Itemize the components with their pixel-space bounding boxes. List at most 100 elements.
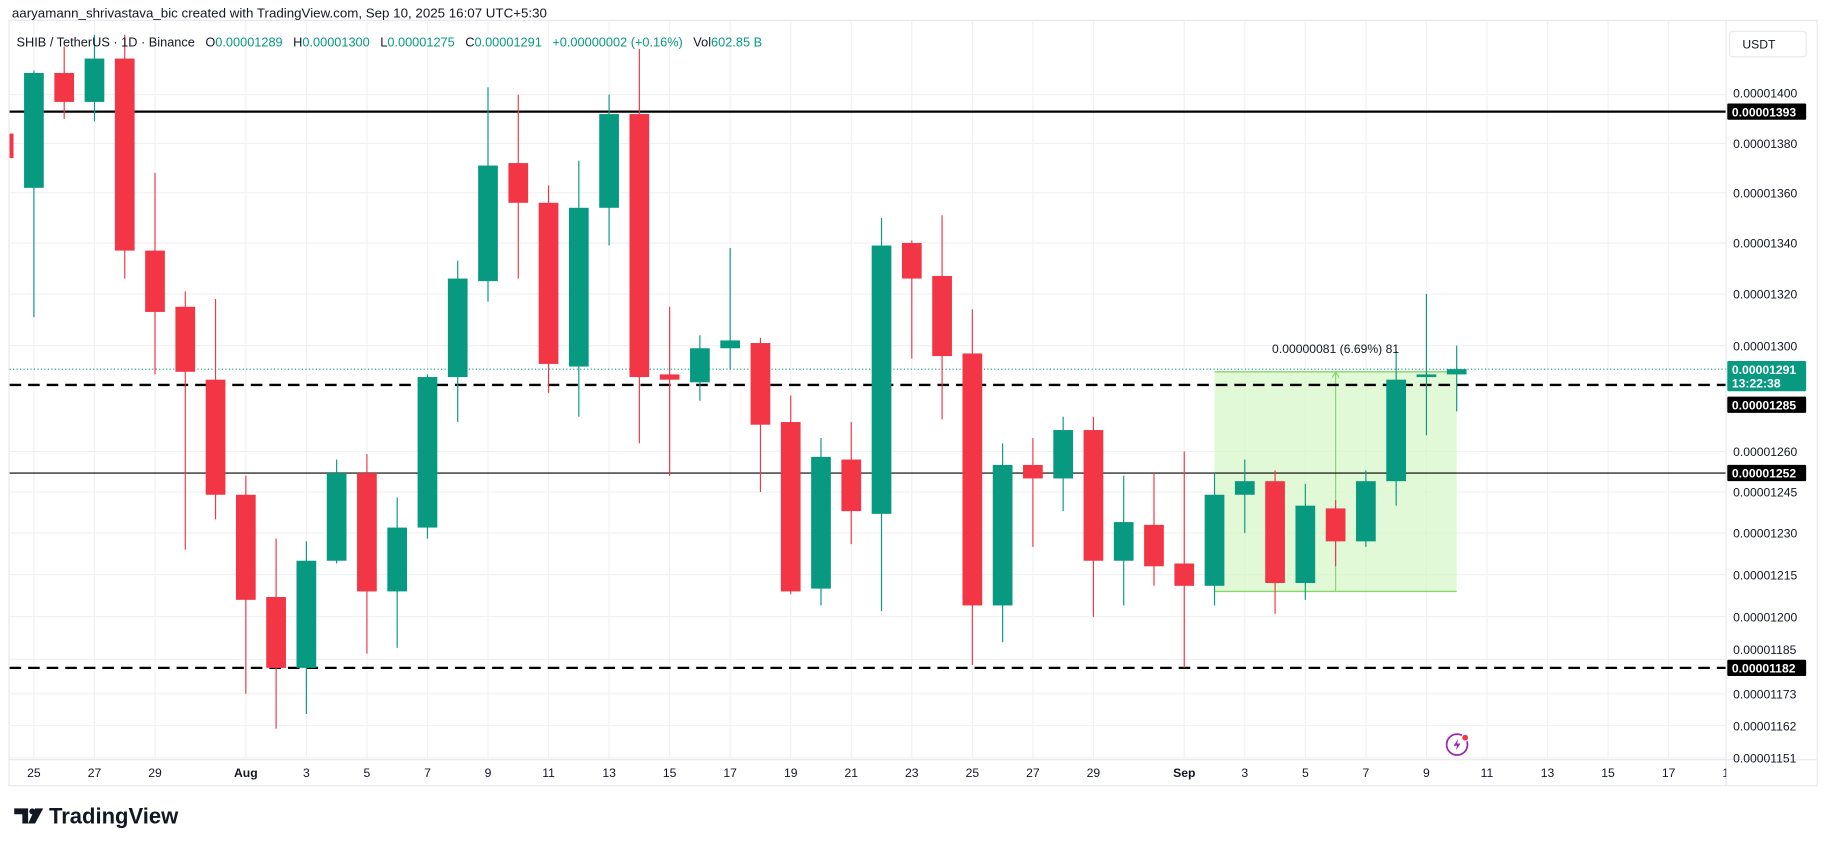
candle-body (508, 163, 529, 203)
candle-body (266, 597, 286, 668)
price-tick-label: 0.00001245 (1733, 486, 1797, 500)
candle (1416, 293, 1437, 436)
date-tick-label: 17 (1662, 766, 1676, 780)
candle (205, 299, 226, 520)
candle (992, 443, 1013, 643)
date-tick-label: 27 (88, 766, 102, 780)
price-tick-label: 0.00001173 (1733, 687, 1797, 701)
high-label: H (293, 34, 302, 49)
date-tick-label: 29 (1087, 766, 1101, 780)
logo-text: TradingView (49, 803, 179, 828)
date-tick-label: 27 (1026, 766, 1040, 780)
candle (690, 335, 710, 401)
candle-body (901, 242, 922, 279)
candle (266, 538, 286, 729)
candle (1325, 500, 1346, 567)
price-tick-label: 0.00001215 (1733, 568, 1797, 582)
horizontal-lines[interactable] (9, 110, 1727, 670)
price-tick-label: 0.00001300 (1733, 339, 1797, 353)
currency-label: USDT (1742, 38, 1776, 52)
current-price-tag-bg (1727, 361, 1807, 392)
date-tick-label: 19 (784, 766, 798, 780)
line-price-tag-text: 0.00001252 (1732, 467, 1796, 481)
date-axis[interactable]: 25 27 29 Aug 3 5 7 9 11 13 15 17 19 21 23 25 27 29 Sep 3 5 7 9… (27, 766, 1736, 780)
line-price-tag-bg (1727, 659, 1807, 677)
date-tick-label: 7 (424, 766, 431, 780)
date-tick-label: 21 (844, 766, 858, 780)
candle (145, 172, 165, 375)
candle (235, 475, 256, 694)
date-tick-label: 17 (723, 766, 737, 780)
low-label: L (380, 34, 387, 49)
candle (1295, 483, 1316, 600)
candle (84, 34, 105, 122)
candle (24, 70, 44, 318)
date-tick-label: 9 (485, 766, 492, 780)
open-label: O (205, 34, 215, 49)
chart-frame (8, 19, 1818, 787)
line-price-tag-text: 0.00001285 (1732, 398, 1796, 412)
date-tick-label: Aug (234, 766, 258, 780)
price-axis[interactable]: 0.00001400 0.00001380 0.00001360 0.00001340… (1733, 87, 1797, 766)
candle (1356, 470, 1376, 547)
candle-body (1023, 464, 1043, 479)
candle-body (538, 202, 559, 364)
currency-button[interactable]: USDT (1729, 30, 1807, 58)
tradingview-logo[interactable]: TradingView (14, 803, 179, 828)
price-tick-label: 0.00001185 (1733, 643, 1797, 657)
date-tick-label: 3 (1241, 766, 1248, 780)
candle (417, 374, 438, 539)
candle-body (1144, 524, 1164, 567)
candle-body (690, 348, 710, 383)
low-value: 0.00001275 (387, 34, 454, 49)
grid (9, 20, 1727, 760)
candle (1053, 416, 1074, 512)
price-tick-label: 0.00001400 (1733, 87, 1797, 101)
candle (750, 337, 771, 493)
candle-body (447, 278, 468, 378)
date-tick-label: 11 (542, 766, 555, 780)
candle (478, 87, 498, 302)
measure-label: 0.00000081 (6.69%) 81 (1272, 342, 1399, 356)
symbol-label[interactable]: SHIB / TetherUS · 1D · Binance (17, 34, 195, 49)
close-value: 0.00001291 (474, 34, 541, 49)
line-price-tag: 0.00001252 (1727, 464, 1807, 482)
price-tick-label: 0.00001340 (1733, 237, 1797, 251)
candle-body (841, 459, 862, 512)
candle-body (780, 422, 801, 592)
candle (326, 459, 347, 564)
price-tick-label: 0.00001260 (1733, 445, 1797, 459)
legend: SHIB / TetherUS · 1D · Binance O 0.000012… (17, 34, 763, 49)
candle (1113, 475, 1134, 606)
high-value: 0.00001300 (302, 34, 369, 49)
candle (871, 217, 892, 612)
date-tick-label: 25 (27, 766, 41, 780)
candle-body (962, 353, 983, 606)
date-tick-label: 19 (1722, 766, 1736, 780)
candle (1446, 345, 1467, 412)
candle (1083, 416, 1104, 617)
line-price-tag: 0.00001182 (1727, 659, 1807, 677)
candle-body (1113, 522, 1134, 561)
candle-body (357, 473, 377, 592)
candle-body (1174, 563, 1195, 586)
candle (1174, 451, 1195, 668)
candle-body (175, 306, 196, 372)
date-tick-label: 15 (1601, 766, 1615, 780)
candle-body (1265, 481, 1285, 584)
candle-body (1083, 430, 1104, 561)
candle-body (114, 58, 135, 251)
price-tick-label: 0.00001162 (1733, 719, 1797, 733)
candles (9, 34, 1467, 729)
candle (659, 306, 680, 476)
price-tick-label: 0.00001360 (1733, 186, 1797, 200)
candle (114, 34, 135, 279)
measure-arrow-head-icon (1331, 370, 1340, 378)
lightning-alert-icon[interactable] (1445, 733, 1470, 756)
candle (1386, 350, 1407, 506)
candle-body (1386, 379, 1407, 482)
candle-body (478, 165, 498, 282)
